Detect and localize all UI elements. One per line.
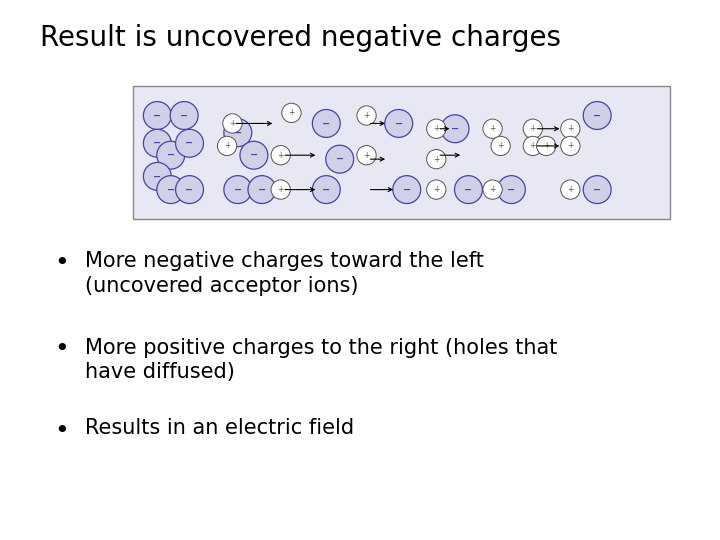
Text: +: + bbox=[567, 141, 574, 151]
Text: −: − bbox=[153, 171, 161, 181]
Ellipse shape bbox=[357, 146, 376, 165]
Ellipse shape bbox=[536, 136, 556, 156]
Ellipse shape bbox=[483, 180, 503, 199]
Ellipse shape bbox=[561, 136, 580, 156]
FancyBboxPatch shape bbox=[133, 86, 670, 219]
Ellipse shape bbox=[248, 176, 276, 204]
Text: +: + bbox=[224, 141, 230, 151]
Ellipse shape bbox=[498, 176, 526, 204]
Text: •: • bbox=[54, 251, 68, 275]
Text: +: + bbox=[277, 185, 284, 194]
Ellipse shape bbox=[143, 102, 171, 130]
Text: −: − bbox=[402, 185, 411, 194]
Ellipse shape bbox=[483, 119, 503, 138]
Text: +: + bbox=[433, 124, 439, 133]
Text: −: − bbox=[593, 185, 601, 194]
Ellipse shape bbox=[217, 136, 237, 156]
Ellipse shape bbox=[441, 115, 469, 143]
Text: −: − bbox=[186, 185, 194, 194]
Ellipse shape bbox=[523, 136, 542, 156]
Text: −: − bbox=[508, 185, 516, 194]
Text: •: • bbox=[54, 418, 68, 442]
Text: +: + bbox=[490, 185, 496, 194]
Text: −: − bbox=[153, 138, 161, 149]
Text: −: − bbox=[464, 185, 472, 194]
Text: +: + bbox=[530, 141, 536, 151]
Text: +: + bbox=[288, 109, 294, 117]
Text: +: + bbox=[433, 185, 439, 194]
Text: More negative charges toward the left
(uncovered acceptor ions): More negative charges toward the left (u… bbox=[85, 251, 484, 296]
Ellipse shape bbox=[157, 176, 185, 204]
Text: +: + bbox=[567, 185, 574, 194]
Ellipse shape bbox=[240, 141, 268, 169]
Ellipse shape bbox=[427, 150, 446, 169]
Ellipse shape bbox=[143, 130, 171, 157]
Ellipse shape bbox=[271, 146, 290, 165]
Ellipse shape bbox=[176, 176, 204, 204]
Ellipse shape bbox=[224, 119, 252, 147]
Text: More positive charges to the right (holes that
have diffused): More positive charges to the right (hole… bbox=[85, 338, 557, 382]
Text: −: − bbox=[395, 118, 402, 129]
Ellipse shape bbox=[427, 180, 446, 199]
Ellipse shape bbox=[312, 176, 341, 204]
Text: −: − bbox=[167, 185, 175, 194]
Text: −: − bbox=[250, 150, 258, 160]
Ellipse shape bbox=[271, 180, 290, 199]
Ellipse shape bbox=[561, 180, 580, 199]
Text: +: + bbox=[498, 141, 504, 151]
Text: +: + bbox=[543, 141, 549, 151]
Ellipse shape bbox=[143, 163, 171, 190]
Text: +: + bbox=[567, 124, 574, 133]
Ellipse shape bbox=[454, 176, 482, 204]
Text: −: − bbox=[180, 111, 188, 120]
Ellipse shape bbox=[325, 145, 354, 173]
Ellipse shape bbox=[170, 102, 198, 130]
Text: Results in an electric field: Results in an electric field bbox=[85, 418, 354, 438]
Ellipse shape bbox=[561, 119, 580, 138]
Ellipse shape bbox=[176, 130, 204, 157]
Ellipse shape bbox=[222, 114, 242, 133]
Text: +: + bbox=[433, 154, 439, 164]
Text: +: + bbox=[364, 151, 370, 160]
Text: +: + bbox=[530, 124, 536, 133]
Text: −: − bbox=[323, 118, 330, 129]
Text: +: + bbox=[277, 151, 284, 160]
Ellipse shape bbox=[312, 110, 341, 137]
Ellipse shape bbox=[384, 110, 413, 137]
Text: −: − bbox=[451, 124, 459, 134]
Text: −: − bbox=[234, 185, 242, 194]
Ellipse shape bbox=[427, 119, 446, 138]
Ellipse shape bbox=[523, 119, 542, 138]
Text: −: − bbox=[593, 111, 601, 120]
Text: −: − bbox=[323, 185, 330, 194]
Text: Result is uncovered negative charges: Result is uncovered negative charges bbox=[40, 24, 561, 52]
Text: −: − bbox=[186, 138, 194, 149]
Text: •: • bbox=[54, 338, 68, 361]
Text: −: − bbox=[258, 185, 266, 194]
Text: +: + bbox=[490, 124, 496, 133]
Text: +: + bbox=[229, 119, 235, 128]
Ellipse shape bbox=[224, 176, 252, 204]
Ellipse shape bbox=[357, 106, 376, 125]
Ellipse shape bbox=[282, 103, 301, 123]
Ellipse shape bbox=[393, 176, 420, 204]
Text: −: − bbox=[336, 154, 343, 164]
Text: +: + bbox=[364, 111, 370, 120]
Text: −: − bbox=[153, 111, 161, 120]
Text: −: − bbox=[167, 150, 175, 160]
Ellipse shape bbox=[491, 136, 510, 156]
Ellipse shape bbox=[583, 102, 611, 130]
Ellipse shape bbox=[583, 176, 611, 204]
Ellipse shape bbox=[157, 141, 185, 169]
Text: −: − bbox=[234, 127, 242, 138]
